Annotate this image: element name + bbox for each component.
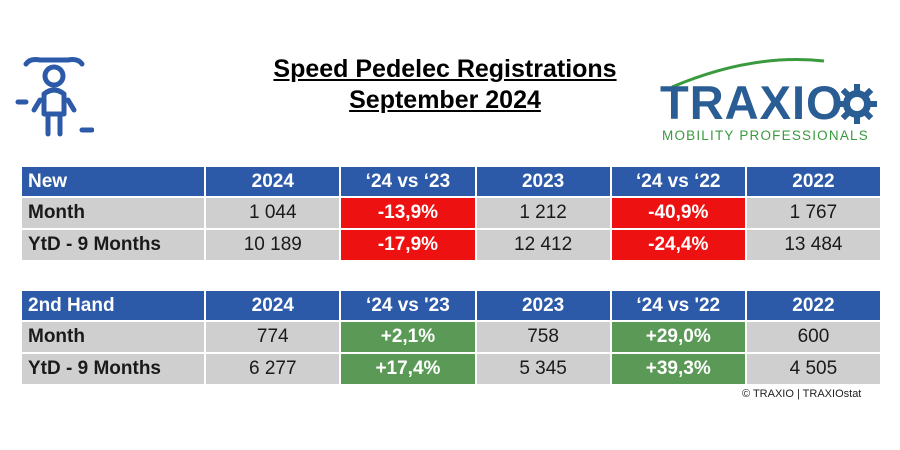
change-cell-positive: +2,1% (341, 322, 475, 352)
header-cell: 2022 (746, 291, 880, 320)
header-cell: ‘24 vs ‘23 (341, 167, 475, 196)
change-cell-negative: -40,9% (611, 198, 745, 228)
value-cell: 774 (206, 322, 340, 352)
change-cell-positive: +29,0% (611, 322, 745, 352)
header-cell: ‘24 vs '22 (611, 291, 745, 320)
copyright-credit: © TRAXIO | TRAXIOstat (742, 388, 862, 400)
value-cell: 4 505 (746, 354, 880, 384)
table-header-row: 2nd Hand 2024 ‘24 vs '23 2023 ‘24 vs '22… (22, 291, 880, 320)
table-row: Month 774 +2,1% 758 +29,0% 600 (22, 322, 880, 352)
second-hand-registrations-table: 2nd Hand 2024 ‘24 vs '23 2023 ‘24 vs '22… (20, 289, 882, 386)
new-registrations-table: New 2024 ‘24 vs ‘23 2023 ‘24 vs ‘22 2022… (20, 165, 882, 262)
speed-pedelec-rider-icon (14, 50, 95, 145)
table-row: YtD - 9 Months 6 277 +17,4% 5 345 +39,3%… (22, 354, 880, 384)
value-cell: 758 (476, 322, 610, 352)
change-cell-negative: -13,9% (341, 198, 475, 228)
change-cell-positive: +39,3% (611, 354, 745, 384)
header-cell: 2nd Hand (22, 291, 205, 320)
value-cell: 5 345 (476, 354, 610, 384)
header-cell: 2023 (476, 291, 610, 320)
row-label: YtD - 9 Months (22, 230, 205, 260)
report-title: Speed Pedelec Registrations September 20… (205, 54, 685, 116)
header-cell: ‘24 vs ‘22 (611, 167, 745, 196)
logo-tagline: MOBILITY PROFESSIONALS (662, 128, 869, 143)
value-cell: 10 189 (206, 230, 340, 260)
change-cell-negative: -24,4% (611, 230, 745, 260)
logo-swoosh (671, 58, 825, 89)
header-cell: ‘24 vs '23 (341, 291, 475, 320)
row-label: Month (22, 322, 205, 352)
table-row: YtD - 9 Months 10 189 -17,9% 12 412 -24,… (22, 230, 880, 260)
title-line-2: September 2024 (349, 86, 541, 114)
value-cell: 1 767 (746, 198, 880, 228)
header-cell: 2024 (206, 291, 340, 320)
value-cell: 600 (746, 322, 880, 352)
change-cell-positive: +17,4% (341, 354, 475, 384)
value-cell: 12 412 (476, 230, 610, 260)
value-cell: 6 277 (206, 354, 340, 384)
header-cell: New (22, 167, 205, 196)
traxio-logo: TRAXIO MOBILITY PROFESSIONALS (652, 55, 882, 150)
title-line-1: Speed Pedelec Registrations (273, 55, 617, 83)
header-cell: 2023 (476, 167, 610, 196)
row-label: YtD - 9 Months (22, 354, 205, 384)
value-cell: 1 212 (476, 198, 610, 228)
value-cell: 13 484 (746, 230, 880, 260)
table-header-row: New 2024 ‘24 vs ‘23 2023 ‘24 vs ‘22 2022 (22, 167, 880, 196)
change-cell-negative: -17,9% (341, 230, 475, 260)
table-row: Month 1 044 -13,9% 1 212 -40,9% 1 767 (22, 198, 880, 228)
row-label: Month (22, 198, 205, 228)
logo-wordmark: TRAXIO (660, 76, 844, 129)
gear-icon (837, 84, 877, 124)
header-cell: 2022 (746, 167, 880, 196)
header-cell: 2024 (206, 167, 340, 196)
value-cell: 1 044 (206, 198, 340, 228)
